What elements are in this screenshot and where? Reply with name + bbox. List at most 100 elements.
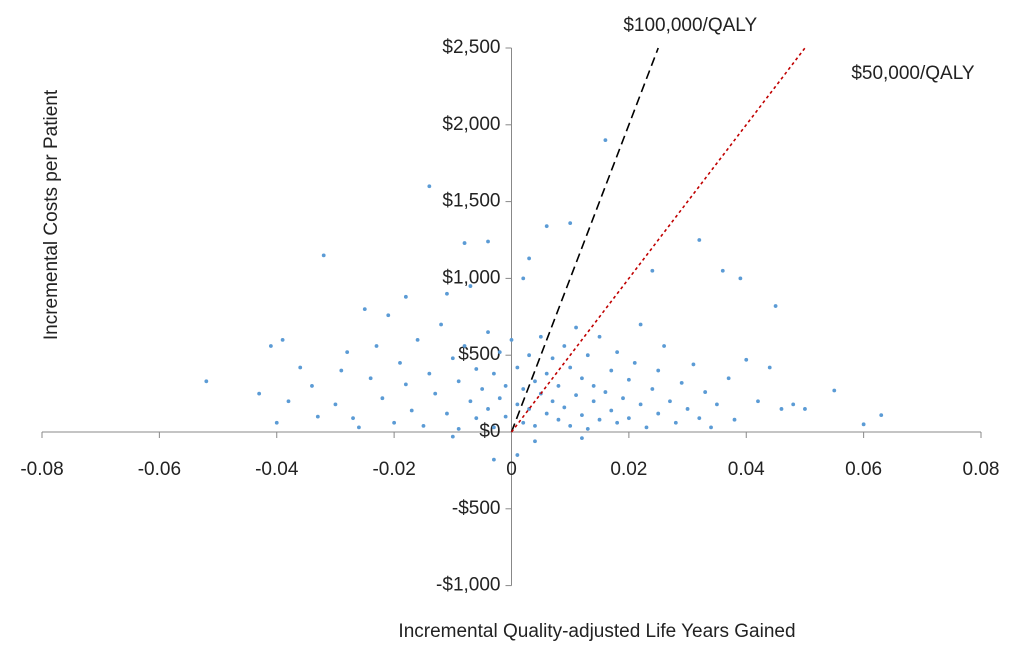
scatter-point [715, 402, 719, 407]
scatter-point [462, 241, 467, 245]
x-tick-label: 0.08 [963, 459, 1000, 480]
scatter-point [591, 399, 596, 404]
scatter-point [744, 357, 749, 362]
scatter-point [580, 436, 584, 441]
scatter-point [357, 425, 361, 430]
y-tick-label: $1,000 [442, 267, 500, 288]
scatter-point [738, 276, 743, 281]
scatter-point [527, 353, 532, 358]
scatter-point [280, 337, 285, 342]
scatter-point [632, 360, 637, 365]
x-tick-label: 0.06 [845, 459, 882, 480]
y-tick-label: $0 [479, 421, 500, 442]
scatter-point [527, 256, 532, 261]
scatter-point [204, 379, 209, 384]
scatter-point [368, 376, 373, 381]
scatter-point [562, 344, 567, 348]
scatter-point [257, 391, 262, 396]
scatter-point [427, 371, 432, 376]
x-tick-label: -0.04 [255, 459, 299, 480]
scatter-point [591, 384, 596, 388]
scatter-point [286, 399, 291, 404]
scatter-point [767, 365, 772, 370]
scatter-point [351, 416, 355, 421]
scatter-point [521, 276, 526, 281]
y-axis-label: Incremental Costs per Patient [41, 89, 62, 340]
scatter-point [691, 362, 696, 367]
scatter-point [562, 405, 567, 410]
scatter-point [673, 420, 678, 425]
scatter-point [679, 380, 684, 385]
scatter-point [556, 384, 561, 388]
scatter-point [656, 411, 661, 416]
scatter-point [315, 414, 320, 419]
y-tick-label: -$500 [452, 498, 501, 519]
threshold-line [510, 47, 806, 433]
scatter-point [656, 368, 661, 373]
scatter-point [415, 337, 420, 342]
scatter-point [333, 402, 338, 407]
scatter-point [550, 356, 555, 361]
scatter-point [568, 221, 573, 226]
scatter-point [668, 399, 672, 404]
scatter-point [445, 411, 449, 416]
scatter-point [879, 413, 884, 418]
scatter-point [703, 390, 708, 394]
x-tick-label: -0.08 [20, 459, 63, 480]
scatter-point [268, 344, 273, 348]
scatter-point [709, 425, 713, 430]
scatter-point [609, 408, 614, 413]
scatter-point [538, 334, 543, 339]
scatter-point [603, 390, 608, 394]
scatter-point [515, 453, 520, 457]
scatter-point [732, 417, 737, 422]
scatter-point [756, 399, 760, 404]
scatter-point [403, 382, 408, 387]
threshold-label: $100,000/QALY [623, 15, 757, 36]
scatter-point [638, 322, 643, 327]
scatter-point [650, 268, 655, 273]
x-tick-label: 0.02 [610, 459, 647, 480]
x-axis-label: Incremental Quality-adjusted Life Years … [398, 621, 795, 642]
scatter-point [339, 368, 344, 373]
scatter-point [697, 416, 702, 421]
scatter-point [685, 407, 690, 411]
scatter-point [585, 353, 590, 358]
scatter-point [603, 138, 608, 143]
threshold-line [510, 47, 659, 433]
scatter-point [491, 371, 496, 376]
scatter-point [345, 350, 350, 355]
scatter-point [486, 407, 490, 411]
scatter-point [509, 337, 514, 342]
scatter-point [791, 402, 796, 407]
scatter-point [544, 224, 549, 229]
scatter-point [503, 414, 508, 419]
scatter-point [773, 304, 778, 308]
scatter-point [574, 325, 578, 330]
x-tick-label: -0.02 [372, 459, 415, 480]
scatter-point [580, 376, 584, 381]
scatter-point [621, 396, 625, 401]
scatter-point [861, 422, 866, 427]
threshold-label: $50,000/QALY [851, 63, 975, 84]
scatter-point [515, 402, 520, 407]
scatter-point [533, 439, 537, 444]
scatter-point [497, 350, 502, 355]
scatter-point [515, 365, 520, 370]
scatter-point [609, 368, 614, 373]
scatter-point [726, 376, 731, 381]
scatter-point [386, 313, 391, 318]
scatter-point [533, 423, 537, 428]
scatter-point [580, 413, 584, 418]
x-tick-label: -0.06 [138, 459, 181, 480]
scatter-point [521, 387, 526, 391]
scatter-point [779, 407, 784, 411]
scatter-point [480, 387, 485, 391]
scatter-point [433, 391, 438, 396]
scatter-point [409, 408, 414, 413]
scatter-point [803, 407, 807, 411]
scatter-point [380, 396, 385, 401]
scatter-point [544, 371, 549, 376]
y-tick-label: $500 [458, 344, 500, 365]
scatter-point [615, 420, 620, 425]
